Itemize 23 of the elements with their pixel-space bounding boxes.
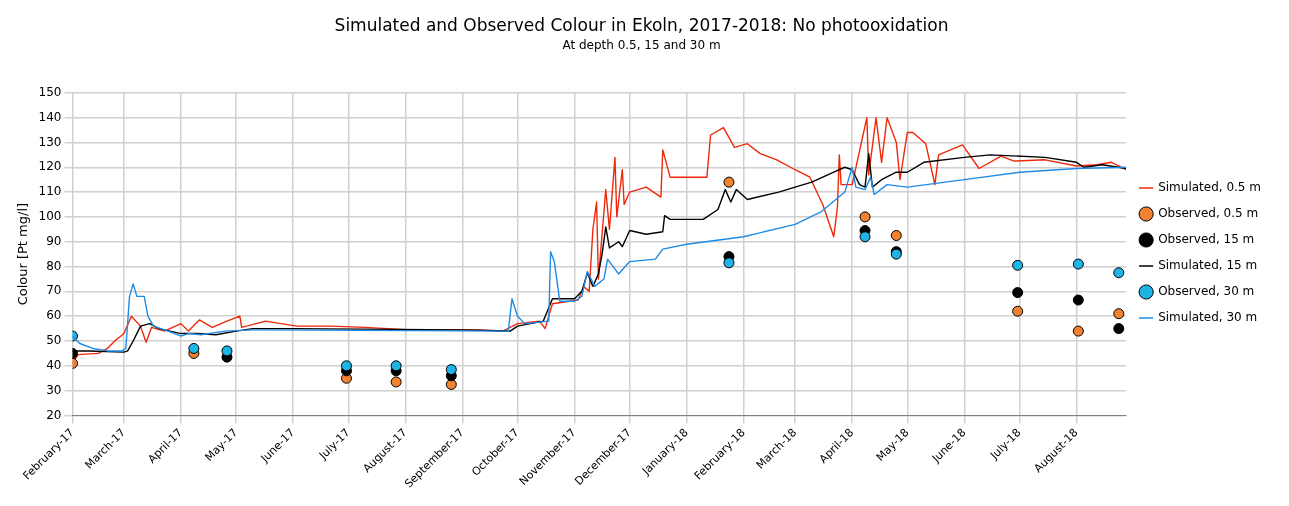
y-tick-label: 90 <box>46 233 62 248</box>
y-tick-label: 20 <box>46 407 62 422</box>
legend-label: Observed, 30 m <box>1158 284 1255 299</box>
y-axis-title: Colour [Pt mg/l] <box>15 202 31 306</box>
chart-subtitle: At depth 0.5, 15 and 30 m <box>562 37 721 52</box>
y-tick-label: 130 <box>38 134 62 149</box>
y-tick-label: 150 <box>38 84 62 99</box>
y-tick-label: 70 <box>46 283 62 298</box>
y-tick-label: 140 <box>38 109 62 124</box>
legend-label: Simulated, 15 m <box>1158 258 1258 273</box>
y-tick-label: 30 <box>46 382 62 397</box>
y-tick-label: 40 <box>46 357 62 372</box>
y-tick-label: 110 <box>38 184 62 199</box>
legend-label: Simulated, 0.5 m <box>1158 180 1261 195</box>
y-tick-label: 120 <box>38 159 62 174</box>
y-tick-label: 60 <box>46 308 62 323</box>
y-tick-label: 50 <box>46 333 62 348</box>
legend-label: Observed, 0.5 m <box>1158 206 1259 221</box>
y-tick-label: 100 <box>38 209 62 224</box>
legend-label: Observed, 15 m <box>1158 232 1255 247</box>
legend-label: Simulated, 30 m <box>1158 310 1258 325</box>
y-tick-label: 80 <box>46 258 62 273</box>
chart-title: Simulated and Observed Colour in Ekoln, 2017-2018: No photooxidation <box>334 14 949 35</box>
